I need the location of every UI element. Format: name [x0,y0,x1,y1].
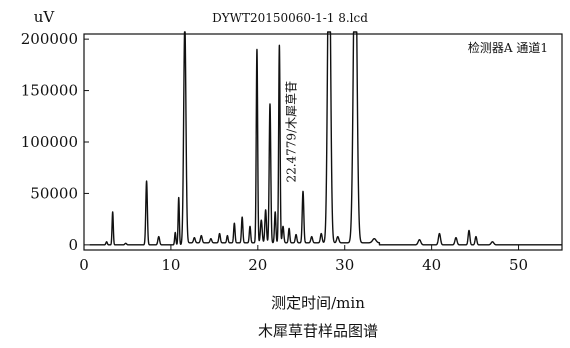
y-tick-label: 200000 [21,30,78,48]
legend-detector-channel: 检测器A 通道1 [468,40,548,55]
y-tick-label: 50000 [30,184,78,202]
x-tick-label: 50 [509,256,528,274]
y-tick-label: 100000 [21,133,78,151]
figure-caption: 木犀草苷样品图谱 [258,322,378,340]
x-tick-label: 10 [161,256,180,274]
y-axis-label: uV [34,8,56,26]
y-tick-label: 150000 [21,82,78,100]
peak-annotation-luteoloside: 22.4779/木犀草苷 [284,81,298,183]
x-tick-label: 20 [248,256,267,274]
chromatogram-trace [88,31,563,246]
x-tick-label: 30 [335,256,354,274]
x-axis-ticks: 0 10 20 30 40 50 [79,245,528,274]
y-tick-label: 0 [68,236,78,254]
x-tick-label: 0 [79,256,89,274]
x-tick-label: 40 [422,256,441,274]
y-axis-ticks: 0 50000 100000 150000 200000 [21,30,89,254]
x-axis-label: 测定时间/min [271,294,365,312]
plot-frame [83,33,563,251]
chart-title: DYWT20150060-1-1 8.lcd [212,11,368,25]
